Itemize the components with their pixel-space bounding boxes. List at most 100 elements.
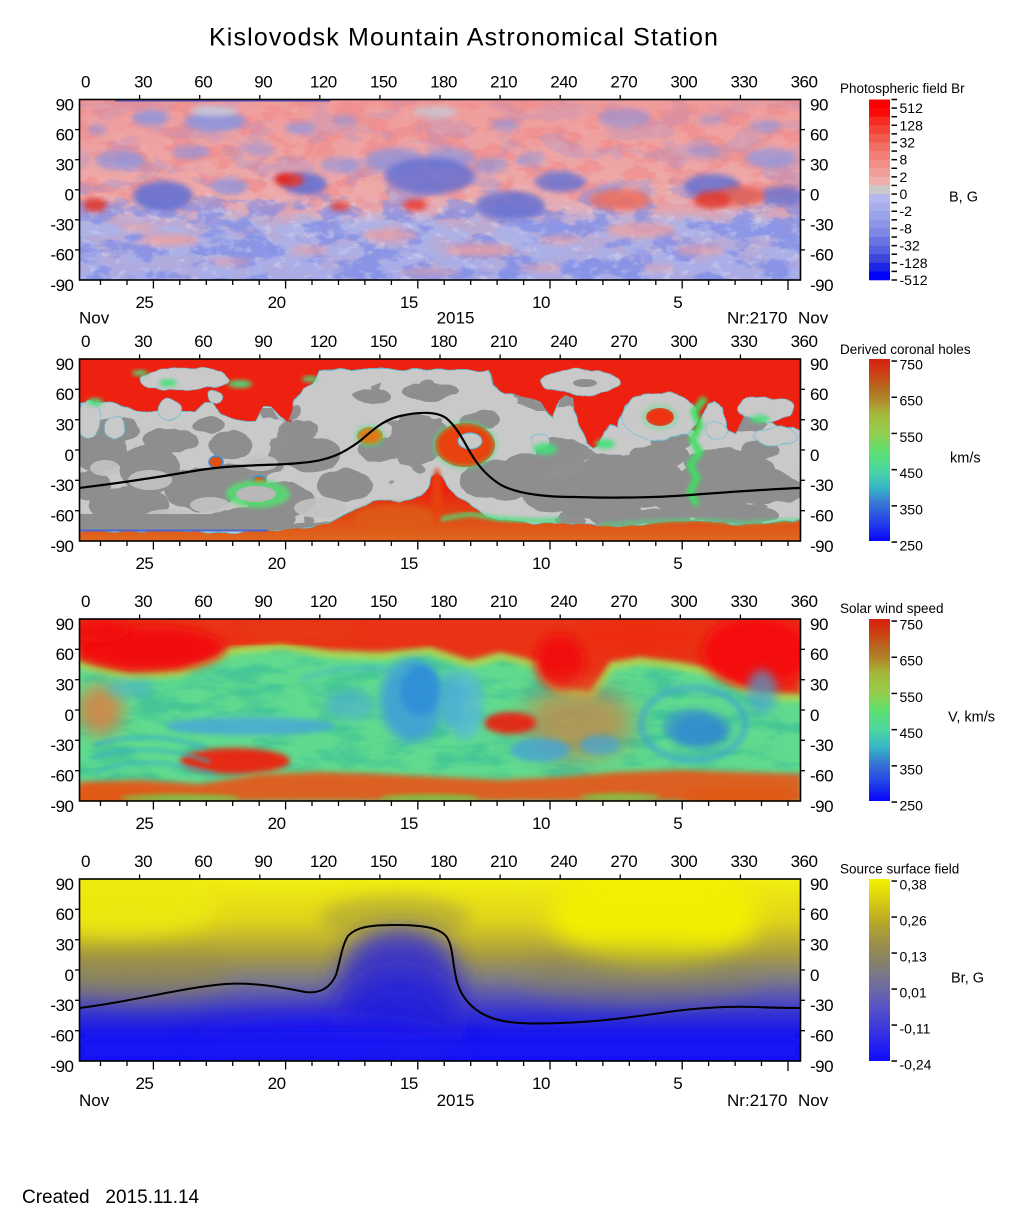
svg-text:350: 350 [900, 761, 924, 777]
svg-text:300: 300 [670, 73, 697, 92]
svg-text:-90: -90 [50, 1057, 73, 1076]
svg-text:-128: -128 [900, 255, 928, 271]
svg-text:5: 5 [673, 293, 682, 312]
svg-text:300: 300 [670, 332, 697, 351]
svg-text:Photospheric field Br: Photospheric field Br [840, 81, 965, 96]
svg-text:330: 330 [730, 852, 757, 871]
svg-text:360: 360 [791, 852, 818, 871]
svg-text:210: 210 [490, 592, 517, 611]
svg-text:20: 20 [268, 1074, 286, 1093]
svg-text:90: 90 [810, 615, 828, 634]
svg-text:-30: -30 [50, 996, 73, 1015]
svg-text:0: 0 [65, 966, 74, 985]
svg-text:-60: -60 [50, 246, 73, 265]
svg-text:Nov: Nov [798, 309, 829, 328]
svg-text:0: 0 [81, 852, 90, 871]
svg-text:-32: -32 [900, 238, 920, 254]
svg-text:60: 60 [810, 645, 828, 664]
svg-text:5: 5 [673, 1074, 682, 1093]
svg-text:2015: 2015 [437, 1091, 475, 1110]
svg-text:210: 210 [490, 73, 517, 92]
svg-text:8: 8 [900, 152, 908, 168]
svg-text:128: 128 [900, 117, 924, 133]
svg-text:30: 30 [810, 676, 828, 695]
svg-text:Kislovodsk Mountain Astronomic: Kislovodsk Mountain Astronomical Station [209, 24, 719, 52]
svg-text:25: 25 [135, 814, 153, 833]
svg-text:10: 10 [532, 1074, 550, 1093]
svg-text:90: 90 [810, 355, 828, 374]
svg-text:90: 90 [254, 332, 272, 351]
svg-text:120: 120 [310, 852, 337, 871]
svg-text:0: 0 [810, 706, 819, 725]
svg-text:20: 20 [268, 554, 286, 573]
svg-text:250: 250 [900, 798, 924, 814]
svg-text:0: 0 [810, 446, 819, 465]
svg-text:-60: -60 [50, 507, 73, 526]
svg-text:0: 0 [65, 706, 74, 725]
svg-text:0: 0 [81, 332, 90, 351]
svg-text:2015: 2015 [437, 309, 475, 328]
svg-text:750: 750 [900, 357, 924, 373]
svg-text:30: 30 [810, 156, 828, 175]
svg-text:-0,11: -0,11 [900, 1021, 931, 1037]
svg-text:60: 60 [56, 645, 74, 664]
svg-text:-30: -30 [810, 476, 833, 495]
svg-text:-90: -90 [810, 1057, 833, 1076]
svg-text:30: 30 [56, 156, 74, 175]
svg-text:150: 150 [370, 592, 397, 611]
svg-text:210: 210 [490, 332, 517, 351]
svg-text:90: 90 [56, 355, 74, 374]
svg-text:330: 330 [730, 73, 757, 92]
svg-text:30: 30 [56, 676, 74, 695]
svg-text:180: 180 [430, 73, 457, 92]
svg-text:0: 0 [810, 966, 819, 985]
svg-text:240: 240 [550, 73, 577, 92]
svg-text:150: 150 [370, 73, 397, 92]
svg-text:90: 90 [810, 95, 828, 114]
svg-text:20: 20 [268, 814, 286, 833]
svg-text:360: 360 [791, 73, 818, 92]
svg-text:300: 300 [670, 592, 697, 611]
svg-text:Nov: Nov [79, 309, 110, 328]
svg-text:360: 360 [791, 332, 818, 351]
svg-text:0,01: 0,01 [900, 985, 927, 1001]
svg-text:30: 30 [810, 416, 828, 435]
svg-text:60: 60 [56, 905, 74, 924]
svg-text:-30: -30 [50, 216, 73, 235]
svg-text:90: 90 [56, 615, 74, 634]
svg-text:-90: -90 [810, 276, 833, 295]
svg-text:512: 512 [900, 100, 924, 116]
svg-text:270: 270 [610, 592, 637, 611]
svg-text:360: 360 [791, 592, 818, 611]
svg-text:0: 0 [810, 186, 819, 205]
svg-text:-90: -90 [50, 797, 73, 816]
svg-text:30: 30 [810, 936, 828, 955]
svg-text:0,26: 0,26 [900, 913, 927, 929]
svg-text:30: 30 [134, 332, 152, 351]
svg-text:90: 90 [254, 852, 272, 871]
svg-text:650: 650 [900, 653, 924, 669]
svg-text:90: 90 [254, 73, 272, 92]
svg-text:-90: -90 [810, 537, 833, 556]
svg-text:-60: -60 [50, 1027, 73, 1046]
svg-text:Created 2015.11.14: Created 2015.11.14 [22, 1187, 200, 1208]
svg-text:30: 30 [56, 936, 74, 955]
svg-text:90: 90 [56, 875, 74, 894]
svg-text:30: 30 [134, 73, 152, 92]
svg-text:180: 180 [430, 852, 457, 871]
svg-text:-30: -30 [810, 996, 833, 1015]
svg-text:15: 15 [400, 814, 418, 833]
svg-text:10: 10 [532, 293, 550, 312]
svg-text:60: 60 [56, 385, 74, 404]
svg-text:270: 270 [610, 852, 637, 871]
svg-text:-60: -60 [810, 1027, 833, 1046]
svg-text:-30: -30 [50, 476, 73, 495]
svg-text:120: 120 [310, 592, 337, 611]
svg-text:90: 90 [254, 592, 272, 611]
svg-text:60: 60 [194, 73, 212, 92]
svg-text:5: 5 [673, 814, 682, 833]
svg-text:0: 0 [81, 73, 90, 92]
svg-text:15: 15 [400, 554, 418, 573]
svg-text:550: 550 [900, 689, 924, 705]
svg-text:10: 10 [532, 554, 550, 573]
